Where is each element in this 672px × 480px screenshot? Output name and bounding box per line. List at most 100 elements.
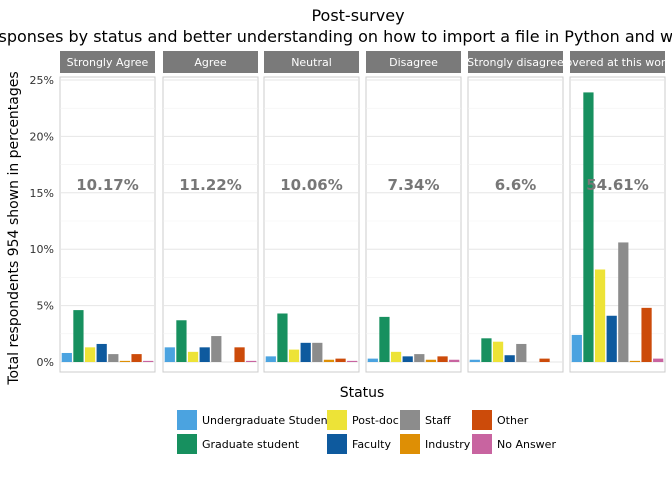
bar-undergraduate-student [469, 359, 480, 362]
bar-no-answer [143, 360, 154, 362]
facet-panel: Strongly Agree 10.17% [59, 51, 156, 373]
bar-post-doc [288, 349, 300, 362]
facet-panel: Disagree 7.34% [365, 51, 462, 373]
bar-staff [516, 343, 527, 362]
facet-total-label: 6.6% [495, 176, 537, 194]
bar-no-answer [653, 358, 664, 362]
legend-item: Graduate student [177, 434, 300, 454]
facet-total-label: 10.06% [280, 176, 342, 194]
legend-swatch [327, 410, 347, 430]
facet-strip-label: Disagree [389, 56, 438, 69]
bar-undergraduate-student [164, 347, 175, 362]
bar-staff [211, 336, 222, 362]
legend-label: No Answer [497, 438, 556, 451]
y-tick-label: 15% [30, 187, 54, 200]
legend-label: Staff [425, 414, 451, 427]
y-tick-label: 5% [37, 300, 54, 313]
bar-no-answer [246, 360, 257, 362]
bar-industry [425, 359, 437, 362]
bar-undergraduate-student [571, 334, 582, 362]
bar-other [234, 347, 245, 362]
facet-total-label: 11.22% [179, 176, 241, 194]
legend-label: Industry [425, 438, 471, 451]
facet-strip [468, 51, 563, 73]
facet-panel-border [467, 76, 564, 373]
bar-post-doc [390, 351, 402, 362]
bar-faculty [300, 342, 311, 362]
y-tick-label: 10% [30, 243, 54, 256]
legend-swatch [472, 434, 492, 454]
legend-item: Post-doc [327, 410, 399, 430]
bar-staff [312, 342, 323, 362]
facet-strip [163, 51, 258, 73]
legend-item: Undergraduate Student [177, 410, 333, 430]
bar-industry [323, 359, 335, 362]
facet-strip-label: Not covered at this workshop [537, 56, 672, 69]
facet-strip-label: Strongly Agree [67, 56, 149, 69]
bar-no-answer [347, 360, 358, 362]
bar-graduate-student [73, 310, 84, 362]
facet-panel: Neutral 10.06% [263, 51, 360, 373]
legend-label: Other [497, 414, 529, 427]
chart-subtitle: Responses by status and better understan… [0, 27, 672, 46]
facet-strip [264, 51, 359, 73]
bar-faculty [199, 347, 210, 362]
legend-item: No Answer [472, 434, 556, 454]
bar-other [437, 356, 448, 362]
bar-other [641, 307, 652, 362]
facet-panel: Strongly disagree 6.6% [467, 51, 564, 373]
legend-label: Graduate student [202, 438, 300, 451]
bar-graduate-student [379, 316, 390, 362]
facet-total-label: 10.17% [76, 176, 138, 194]
x-axis-title: Status [340, 385, 385, 401]
facet-total-label: 7.34% [387, 176, 439, 194]
legend-swatch [327, 434, 347, 454]
legend-label: Post-doc [352, 414, 399, 427]
legend-swatch [177, 434, 197, 454]
chart-title: Post-survey [311, 6, 404, 25]
bar-faculty [96, 343, 107, 362]
legend-item: Faculty [327, 434, 391, 454]
bar-graduate-student [277, 313, 288, 362]
legend-swatch [400, 410, 420, 430]
facet-strip [366, 51, 461, 73]
y-tick-label: 0% [37, 356, 54, 369]
legend: Undergraduate Student Graduate student Pos… [177, 410, 556, 454]
facet-strip-label: Neutral [291, 56, 332, 69]
facet-strip [570, 51, 665, 73]
y-tick-label: 25% [30, 74, 54, 87]
legend-swatch [472, 410, 492, 430]
facet-strip-label: Strongly disagree [467, 56, 564, 69]
bar-other [539, 358, 550, 362]
bar-faculty [402, 356, 413, 362]
bar-other [131, 354, 142, 362]
facet-strip [60, 51, 155, 73]
bar-staff [108, 354, 119, 362]
bar-faculty [606, 315, 617, 362]
y-axis: 0% 5% 10% 15% 20% 25% [30, 74, 54, 369]
bar-graduate-student [583, 92, 594, 363]
bar-post-doc [84, 347, 96, 362]
bar-undergraduate-student [61, 352, 72, 362]
bar-other [335, 358, 346, 362]
legend-swatch [177, 410, 197, 430]
bar-undergraduate-student [265, 356, 276, 362]
legend-label: Undergraduate Student [202, 414, 333, 427]
facet-strip-label: Agree [194, 56, 227, 69]
y-axis-title: Total respondents 954 shown in percentag… [6, 71, 22, 385]
bar-graduate-student [481, 338, 492, 362]
bar-faculty [504, 355, 515, 362]
bar-staff [618, 242, 629, 362]
facet-total-label: 54.61% [586, 176, 648, 194]
bar-post-doc [187, 351, 199, 362]
bar-no-answer [449, 359, 460, 362]
facet-panel: Agree 11.22% [162, 51, 259, 373]
legend-item: Other [472, 410, 529, 430]
bar-industry [119, 360, 131, 362]
legend-label: Faculty [352, 438, 391, 451]
bar-industry [629, 360, 641, 362]
bar-graduate-student [176, 320, 187, 362]
bar-post-doc [594, 269, 606, 362]
bar-staff [414, 354, 425, 362]
